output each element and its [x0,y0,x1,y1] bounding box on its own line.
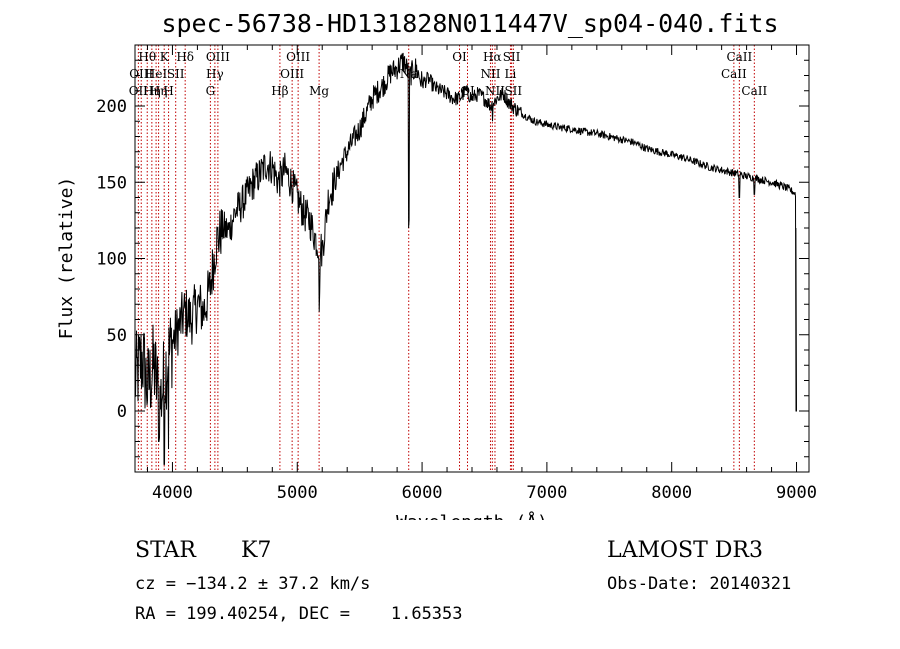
x-tick-label: 6000 [402,483,443,503]
plot-frame [134,44,810,473]
spectral-line-label: H [163,84,173,98]
spectral-line-label: OI [452,50,467,64]
spectral-line-label: Hγ [206,67,224,81]
spectrum-line [134,52,798,465]
spectral-line-label: Mg [309,84,329,98]
survey-name: LAMOST DR3 [607,538,763,563]
spectral-line-label: Hδ [176,50,194,64]
spectral-line-label: NII [480,67,500,81]
spectral-line-label: CaII [726,50,752,64]
object-class: STAR [135,538,196,563]
x-axis-ticks: 4000 5000 6000 7000 8000 9000 [146,45,817,503]
spectral-line-label: Hα [483,50,502,64]
x-tick-label: 5000 [277,483,318,503]
spectral-line-label: CaII [741,84,767,98]
spectral-line-label: OIII [286,50,310,64]
obs-date-text: Obs-Date: 20140321 [607,574,792,594]
x-tick-label: 4000 [152,483,193,503]
spectral-line-label: SII [504,84,522,98]
spectral-line-label: K [160,50,170,64]
y-tick-label: 200 [96,97,127,117]
x-tick-label: 7000 [526,483,567,503]
spectral-line-label: SII [167,67,185,81]
y-axis-label: Flux (relative) [56,177,77,340]
x-axis-label: Wavelength (Å) [396,511,548,520]
y-tick-label: 150 [96,173,127,193]
x-tick-label: 8000 [651,483,692,503]
spectral-line-labels: OIIOIIIHθHηHeIHηKHSIIHδGHγOIIIHβOIIIOIII… [129,50,768,98]
spectral-line-label: Hη [143,84,161,98]
chart-title: spec-56738-HD131828N011447V_sp04-040.fit… [161,9,778,38]
spectral-line-label: OIII [280,67,304,81]
coordinates-text: RA = 199.40254, DEC = 1.65353 [135,604,463,624]
spectral-line-label: Hθ [138,50,156,64]
spectral-line-label: OIII [206,50,230,64]
spectral-line-label: Hβ [271,84,288,98]
y-axis-ticks: 0 50 100 150 200 [96,59,809,458]
y-tick-label: 0 [117,402,127,422]
x-tick-label: 9000 [776,483,817,503]
y-tick-label: 100 [96,250,127,270]
spectral-line-label: Hη [150,84,168,98]
spectrum-chart: spec-56738-HD131828N011447V_sp04-040.fit… [56,9,817,520]
object-subclass: K7 [241,538,272,563]
spectral-line-label: HeI [145,67,168,81]
spectral-line-markers [137,45,755,472]
spectral-line-label: SII [503,50,521,64]
spectral-line-label: Li [505,67,517,81]
y-tick-label: 50 [107,326,127,346]
redshift-text: cz = −134.2 ± 37.2 km/s [135,574,371,594]
spectral-line-label: G [206,84,216,98]
spectral-line-label: CaII [721,67,747,81]
